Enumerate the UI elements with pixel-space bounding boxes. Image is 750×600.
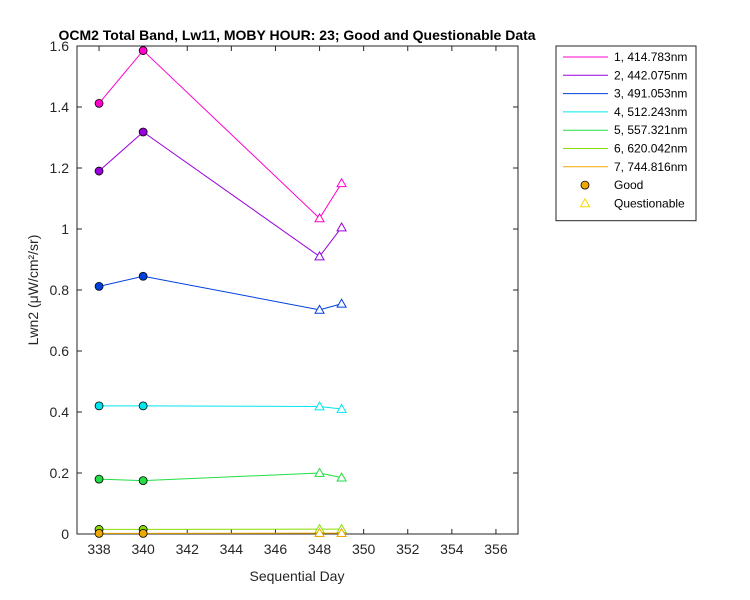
plot-box <box>76 45 519 535</box>
data-point-good <box>94 401 104 411</box>
x-tick-label: 354 <box>440 541 464 557</box>
legend-entry: 6, 620.042nm <box>614 142 687 156</box>
series-line <box>98 275 342 311</box>
data-point-questionable <box>336 177 347 188</box>
y-tick-label: 0.6 <box>50 343 70 359</box>
x-tick-label: 340 <box>131 541 155 557</box>
x-tick-label: 346 <box>264 541 288 557</box>
legend-entry: 1, 414.783nm <box>614 50 687 64</box>
data-point-good <box>94 528 104 538</box>
x-tick-label: 352 <box>396 541 420 557</box>
data-point-good <box>94 474 104 484</box>
data-point-good <box>138 127 148 137</box>
data-point-questionable <box>314 527 325 537</box>
series-line <box>98 131 342 258</box>
x-tick-label: 342 <box>176 541 200 557</box>
data-point-questionable <box>336 527 347 537</box>
legend-marker-good <box>580 180 590 190</box>
series-line <box>99 405 342 410</box>
y-tick-label: 1.4 <box>50 99 70 115</box>
x-axis-label: Sequential Day <box>250 568 345 584</box>
y-tick-label: 1 <box>61 221 69 237</box>
y-tick-label: 0 <box>61 526 69 542</box>
legend-marker-questionable <box>579 197 591 208</box>
data-point-questionable <box>314 212 325 223</box>
x-tick-label: 348 <box>308 541 332 557</box>
data-point-good <box>94 98 104 108</box>
x-tick-label: 356 <box>484 541 508 557</box>
legend-entry: Questionable <box>614 196 685 210</box>
legend-entry: Good <box>614 178 643 192</box>
data-point-good <box>138 401 148 411</box>
plot-area: 338 340 342 344 346 348 350 352 354 356 0 0.2 0.4 0.6… <box>50 38 519 557</box>
y-axis-label: Lwn2 (μW/cm²/sr) <box>25 235 41 346</box>
y-tick-label: 0.2 <box>50 465 70 481</box>
data-point-good <box>94 281 104 291</box>
legend-entry: 5, 557.321nm <box>614 123 687 137</box>
x-tick-label: 338 <box>87 541 111 557</box>
x-tick-label: 350 <box>352 541 376 557</box>
data-point-questionable <box>314 250 325 261</box>
series-line <box>98 49 343 220</box>
y-tick-label: 1.2 <box>50 160 70 176</box>
data-point-good <box>138 476 148 486</box>
y-tick-label: 1.6 <box>50 38 70 54</box>
data-point-questionable <box>336 221 347 232</box>
data-point-good <box>138 271 148 281</box>
data-point-questionable <box>336 472 347 482</box>
data-point-questionable <box>314 304 325 314</box>
data-point-questionable <box>314 401 325 411</box>
y-tick-label: 0.8 <box>50 282 70 298</box>
data-point-questionable <box>336 298 347 308</box>
x-tick-label: 344 <box>220 541 244 557</box>
legend-entry: 2, 442.075nm <box>614 68 687 82</box>
data-point-good <box>138 528 148 538</box>
y-tick-label: 0.4 <box>50 404 70 420</box>
data-point-good <box>94 166 104 176</box>
data-point-questionable <box>314 467 325 477</box>
data-point-good <box>138 46 148 55</box>
data-point-questionable <box>336 403 347 413</box>
legend-entry: 4, 512.243nm <box>614 105 687 119</box>
chart-title: OCM2 Total Band, Lw11, MOBY HOUR: 23; Go… <box>58 27 535 43</box>
legend-entry: 3, 491.053nm <box>614 87 687 101</box>
legend: 1, 414.783nm 2, 442.075nm 3, 491.053nm 4, 5… <box>555 45 697 222</box>
series-line <box>99 472 342 482</box>
legend-entry: 7, 744.816nm <box>614 160 687 174</box>
